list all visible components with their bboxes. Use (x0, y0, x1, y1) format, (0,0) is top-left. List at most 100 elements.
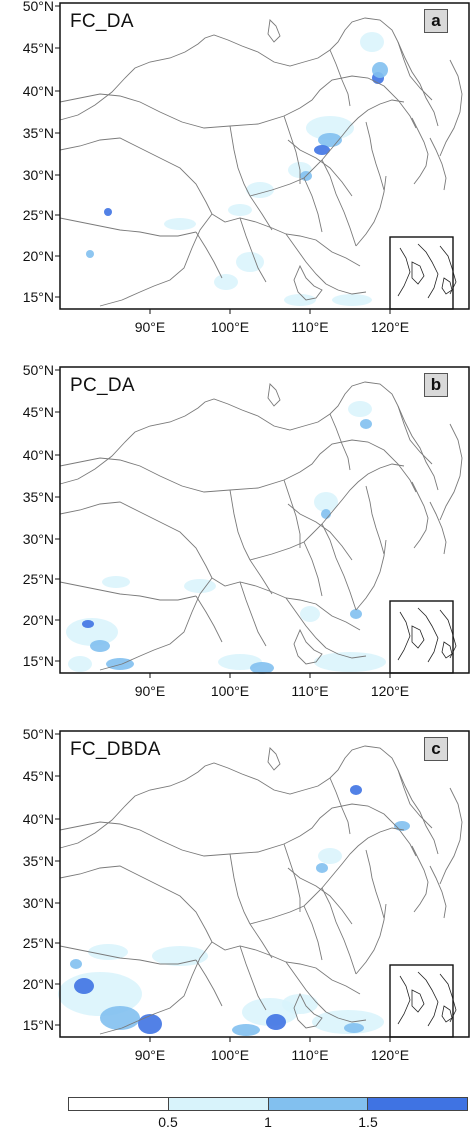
inset-coastline (439, 609, 457, 659)
boundary-line (355, 175, 387, 247)
panel-title-c: FC_DBDA (70, 739, 161, 760)
lat-label: 40°N (22, 811, 54, 827)
boundary-line (195, 231, 223, 279)
precip-patch (350, 785, 362, 795)
boundary-line (325, 1011, 367, 1023)
lon-label: 120°E (370, 1047, 410, 1063)
lon-label: 90°E (134, 683, 166, 699)
boundary-line (99, 213, 213, 307)
boundary-line (239, 581, 267, 647)
boundary-line (321, 523, 357, 611)
boundary-line (239, 217, 267, 283)
panel-letter-a: a (424, 9, 448, 33)
precip-patch (282, 994, 318, 1014)
lat-label: 15°N (22, 1017, 54, 1033)
panel-letter-c: c (424, 737, 448, 761)
lat-label: 15°N (22, 653, 54, 669)
boundary-line (303, 905, 323, 961)
colorbar (68, 1097, 468, 1111)
inset-coastline (411, 625, 425, 649)
boundary-line (229, 853, 251, 925)
precip-patch (284, 294, 316, 306)
inset-map-a (389, 236, 457, 310)
precip-patch (100, 1006, 140, 1030)
inset-coastline (417, 243, 439, 299)
lat-label: 45°N (22, 404, 54, 420)
boundary-line (59, 501, 213, 579)
boundary-line (429, 137, 447, 191)
precip-patch (232, 1024, 260, 1036)
inset-coastline (441, 641, 453, 659)
boundary-line (365, 849, 385, 919)
lat-label: 40°N (22, 83, 54, 99)
lon-label: 90°E (134, 1047, 166, 1063)
inset-map-b (389, 600, 457, 674)
precip-patch (312, 1010, 384, 1034)
borders-a (59, 17, 463, 307)
precip-patch (316, 863, 328, 873)
boundary-line (283, 843, 301, 912)
boundary-line (285, 597, 327, 649)
lon-label: 110°E (291, 683, 329, 699)
boundary-line (325, 283, 367, 295)
precip-layer-a (86, 32, 388, 306)
precip-patch (90, 640, 110, 652)
boundary-line (321, 159, 357, 247)
boundary-line (293, 628, 323, 665)
map-panel-a: 50°N 45°N 40°N 35°N 30°N 25°N 20°N 15°N 90°E 100… (0, 0, 475, 340)
boundary-line (325, 647, 367, 659)
inset-coastline (417, 971, 439, 1027)
colorbar-segment-1 (69, 1098, 169, 1110)
inset-coastline (411, 261, 425, 285)
boundary-line (211, 577, 361, 631)
boundary-line (249, 99, 405, 197)
precip-patch (228, 204, 252, 216)
lat-label: 50°N (22, 362, 54, 378)
lon-label: 110°E (291, 1047, 329, 1063)
boundary-line (293, 264, 323, 301)
boundary-line (287, 503, 353, 561)
boundary-line (439, 59, 463, 157)
lat-label: 25°N (22, 935, 54, 951)
precip-patch (164, 218, 196, 230)
inset-map-c (389, 964, 457, 1038)
precip-patch (86, 250, 94, 258)
colorbar-tick-label: 1 (264, 1114, 272, 1130)
map-panel-b: 50°N 45°N 40°N 35°N 30°N 25°N 20°N 15°N 90°E 100… (0, 362, 475, 704)
boundary-line (321, 887, 357, 975)
boundary-line (285, 961, 327, 1013)
map-canvas-a (55, 2, 470, 314)
lat-label: 20°N (22, 976, 54, 992)
inset-coastline (397, 975, 411, 1025)
precip-patch (344, 1023, 364, 1033)
boundary-line (211, 213, 361, 267)
precip-patch (321, 509, 331, 519)
precip-patch (104, 208, 112, 216)
boundary-line (429, 865, 447, 919)
boundary-line (283, 479, 301, 548)
boundary-line (211, 941, 361, 995)
inset-coastline (411, 989, 425, 1013)
lat-label: 40°N (22, 447, 54, 463)
boundary-line (249, 827, 405, 925)
boundary-line (59, 217, 197, 237)
map-panel-c: 50°N 45°N 40°N 35°N 30°N 25°N 20°N 15°N 90°E 100… (0, 727, 475, 1068)
boundary-line (59, 803, 417, 857)
boundary-line (365, 485, 385, 555)
precip-patch (306, 116, 354, 140)
precip-patch (348, 401, 372, 417)
lon-label: 120°E (370, 683, 410, 699)
lat-label: 30°N (22, 167, 54, 183)
ticks-c (55, 733, 391, 1042)
precip-patch (106, 658, 134, 670)
colorbar-segment-4 (368, 1098, 467, 1110)
ticks-b (55, 369, 391, 678)
panel-title-b: PC_DA (70, 375, 135, 396)
boundary-line (59, 17, 439, 127)
precip-patch (266, 1014, 286, 1030)
precip-patch (250, 662, 274, 674)
precip-patch (314, 145, 330, 155)
lat-label: 45°N (22, 768, 54, 784)
lat-label: 35°N (22, 489, 54, 505)
precip-patch (184, 579, 216, 593)
